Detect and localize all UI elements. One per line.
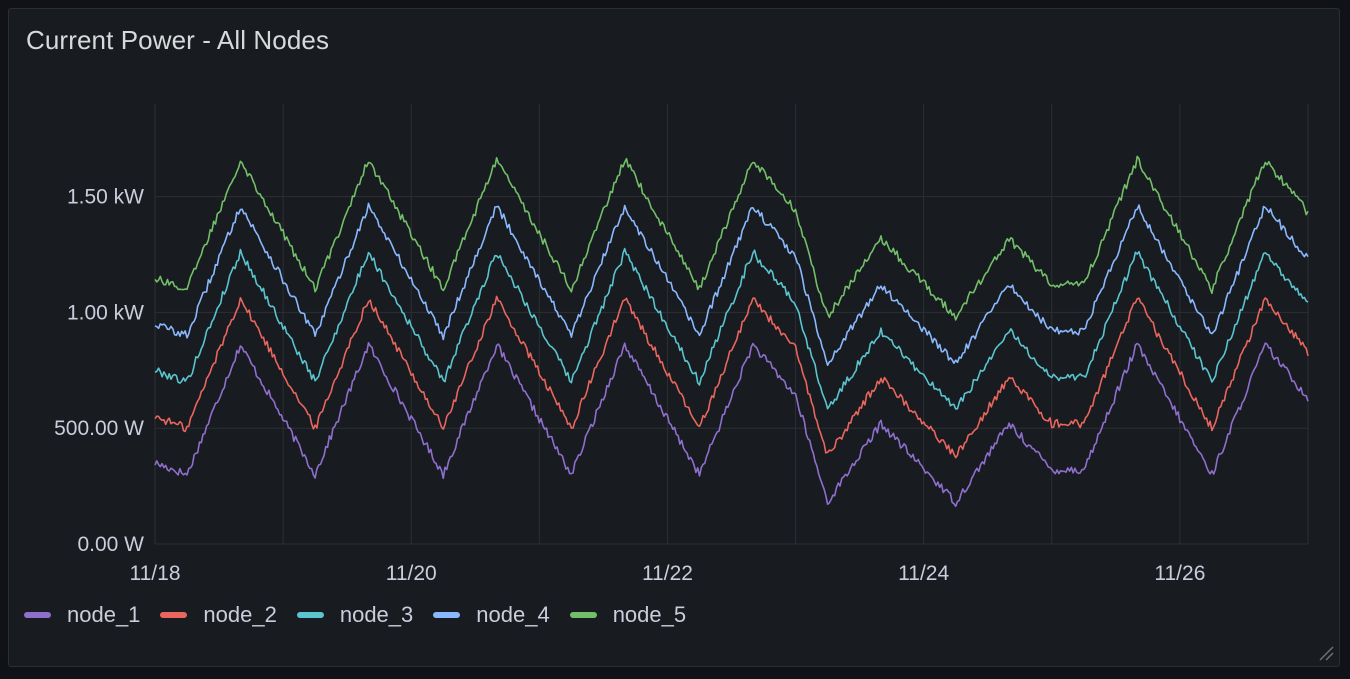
legend-swatch <box>296 612 324 618</box>
series-line-node_4[interactable] <box>154 202 1309 366</box>
legend-swatch <box>160 612 188 618</box>
legend-item-node_1[interactable]: node_1 <box>24 602 140 628</box>
grid-lines <box>154 104 1309 545</box>
y-tick-label: 0.00 W <box>77 533 144 556</box>
legend-label: node_2 <box>203 602 277 627</box>
legend-label: node_5 <box>612 602 687 627</box>
legend-item-node_2[interactable]: node_2 <box>160 602 277 628</box>
y-tick-label: 1.50 kW <box>67 186 144 209</box>
resize-handle-icon[interactable] <box>1317 644 1335 662</box>
legend-item-node_5[interactable]: node_5 <box>569 602 687 628</box>
x-tick-label: 11/22 <box>642 562 693 585</box>
legend-label: node_4 <box>476 602 550 627</box>
y-tick-label: 500.00 W <box>54 417 144 440</box>
panel-title[interactable]: Current Power - All Nodes <box>26 25 330 55</box>
x-tick-label: 11/18 <box>130 562 181 585</box>
series-lines <box>154 155 1309 508</box>
power-panel: Current Power - All Nodes <box>8 8 1340 667</box>
y-tick-label: 1.00 kW <box>67 301 144 324</box>
y-axis-ticks: 0.00 W 500.00 W 1.00 kW 1.50 kW <box>54 186 144 556</box>
series-line-node_3[interactable] <box>154 247 1309 410</box>
legend-label: node_1 <box>67 602 141 627</box>
x-tick-label: 11/20 <box>386 562 437 585</box>
series-line-node_2[interactable] <box>154 295 1309 459</box>
legend-swatch <box>24 612 51 618</box>
series-line-node_1[interactable] <box>154 342 1309 508</box>
legend-swatch <box>569 612 597 618</box>
x-tick-label: 11/26 <box>1154 562 1205 585</box>
legend-item-node_3[interactable]: node_3 <box>296 602 414 628</box>
chart-legend: node_1 node_2 node_3 node_4 node_5 <box>24 602 706 628</box>
legend-item-node_4[interactable]: node_4 <box>433 602 550 628</box>
x-axis-ticks: 11/18 11/20 11/22 11/24 11/26 <box>130 562 1206 585</box>
legend-label: node_3 <box>339 602 414 627</box>
legend-swatch <box>433 612 461 618</box>
x-tick-label: 11/24 <box>898 562 949 585</box>
series-line-node_5[interactable] <box>154 155 1309 321</box>
